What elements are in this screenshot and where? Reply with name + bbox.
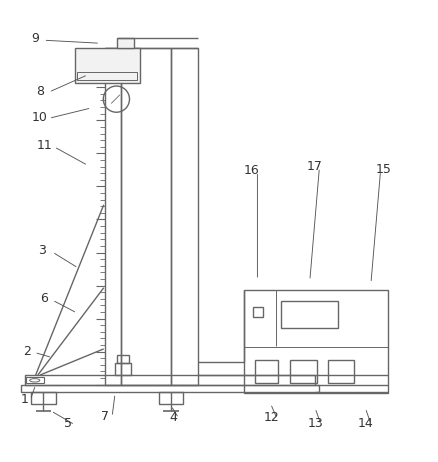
Bar [117, 355, 129, 363]
Bar [105, 48, 121, 385]
Bar [31, 392, 56, 404]
Bar [75, 48, 140, 83]
Bar [115, 363, 131, 375]
Bar [77, 72, 138, 80]
Text: 10: 10 [32, 111, 48, 124]
Bar [25, 377, 44, 383]
Bar [25, 375, 315, 385]
Text: 12: 12 [264, 411, 279, 425]
Bar [282, 301, 338, 328]
Text: 4: 4 [169, 411, 177, 425]
Bar [159, 392, 183, 404]
Text: 2: 2 [23, 345, 31, 358]
Text: 14: 14 [357, 417, 373, 430]
Text: 6: 6 [40, 292, 48, 305]
Text: 7: 7 [102, 410, 110, 423]
Bar [255, 360, 278, 383]
Bar [117, 38, 134, 48]
Text: 3: 3 [38, 244, 46, 257]
Text: 11: 11 [36, 140, 52, 152]
Text: 15: 15 [376, 164, 392, 176]
Text: 9: 9 [32, 32, 39, 45]
Bar [171, 48, 198, 385]
Text: 1: 1 [21, 393, 28, 406]
Bar [253, 307, 263, 317]
Bar [121, 48, 171, 385]
Bar [21, 385, 318, 392]
Text: 5: 5 [64, 418, 72, 431]
Text: 17: 17 [306, 160, 322, 173]
Bar [244, 290, 389, 393]
Bar [290, 360, 317, 383]
Text: 13: 13 [307, 417, 323, 430]
Bar [328, 360, 354, 383]
Text: 8: 8 [36, 85, 44, 98]
Text: 16: 16 [244, 164, 260, 177]
